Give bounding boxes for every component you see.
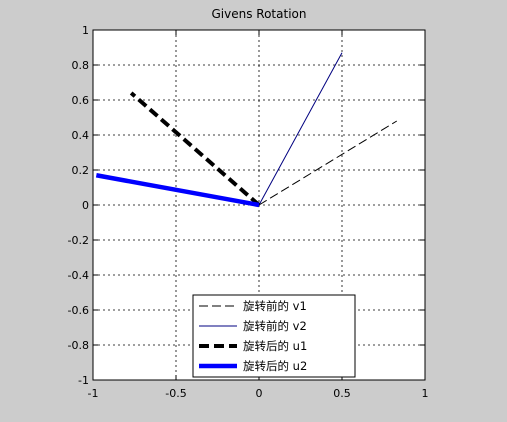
axis-ticks: -1 -0.5 0 0.5 1 -1 -0.8 -0.6 -0.4 -0.2 0 0.2 0.4 0.6 0…: [68, 24, 429, 400]
series-line-4: [95, 173, 260, 208]
y-tick-label: 0.6: [72, 94, 90, 107]
y-tick-label: 0.4: [72, 129, 90, 142]
y-tick-label: 1: [82, 24, 89, 37]
legend-label-4: 旋转后的 u2: [243, 359, 307, 373]
y-tick-label: 0.2: [72, 164, 90, 177]
x-tick-label: 0.5: [333, 387, 351, 400]
series-line-3: [129, 91, 261, 207]
y-tick-label: -0.6: [68, 304, 89, 317]
legend-box: [192, 294, 356, 378]
x-tick-label: 1: [422, 387, 429, 400]
series-line-2: [258, 52, 343, 206]
legend-label-2: 旋转前的 v2: [243, 319, 307, 333]
y-tick-label: -0.2: [68, 234, 89, 247]
chart-title: Givens Rotation: [212, 7, 307, 21]
legend-label-3: 旋转后的 u1: [243, 339, 307, 353]
y-tick-label: -0.4: [68, 269, 89, 282]
y-tick-label: -0.8: [68, 339, 89, 352]
x-tick-label: -1: [88, 387, 99, 400]
y-tick-label: -1: [78, 374, 89, 387]
y-tick-label: 0: [82, 199, 89, 212]
x-tick-label: 0: [256, 387, 263, 400]
y-tick-label: 0.8: [72, 59, 90, 72]
series-line-1: [258, 120, 398, 206]
x-tick-label: -0.5: [165, 387, 186, 400]
legend-label-1: 旋转前的 v1: [243, 299, 307, 313]
legend: 旋转前的 v1 旋转前的 v2 旋转后的 u1 旋转后的 u2: [192, 294, 356, 378]
plot-lines: [95, 52, 398, 208]
